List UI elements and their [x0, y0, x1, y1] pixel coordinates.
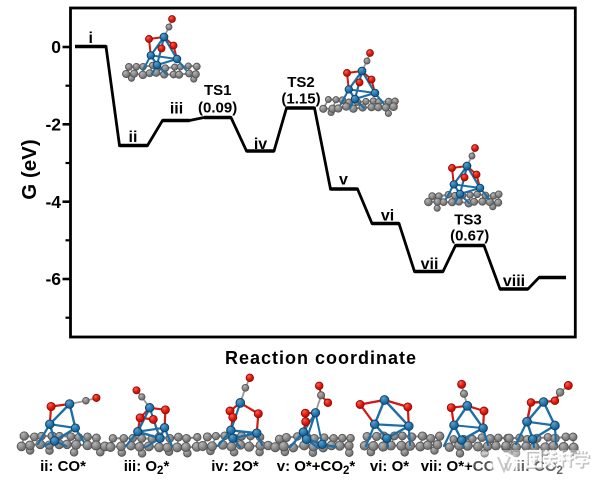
svg-text:iv: 2O*: iv: 2O* — [211, 458, 259, 475]
svg-text:(1.15): (1.15) — [281, 91, 320, 108]
svg-text:iii: iii — [170, 101, 183, 118]
svg-text:vi: O*: vi: O* — [370, 458, 409, 475]
svg-text:ii: ii — [129, 129, 138, 146]
svg-text:-2: -2 — [45, 115, 61, 135]
svg-text:viii: viii — [503, 273, 525, 290]
svg-text:-4: -4 — [45, 192, 61, 212]
svg-text:TS3: TS3 — [454, 212, 482, 229]
svg-text:Reaction coordinate: Reaction coordinate — [225, 348, 417, 368]
svg-text:(0.67): (0.67) — [450, 228, 489, 245]
svg-text:i: i — [88, 30, 92, 47]
svg-text:iv: iv — [254, 136, 267, 153]
svg-text:vi: vi — [381, 208, 394, 225]
svg-text:v: O*+CO2*: v: O*+CO2* — [277, 458, 356, 477]
svg-text:ii: CO*: ii: CO* — [40, 458, 86, 475]
svg-text:iii: O2*: iii: O2* — [124, 458, 170, 477]
svg-text:v: v — [339, 172, 348, 189]
svg-text:TS1: TS1 — [204, 82, 232, 99]
svg-text:0: 0 — [51, 37, 61, 57]
svg-text:vii: vii — [421, 256, 439, 273]
svg-text:TS2: TS2 — [287, 74, 315, 91]
svg-text:G (eV): G (eV) — [18, 139, 41, 199]
svg-text:(0.09): (0.09) — [198, 100, 237, 117]
svg-text:-6: -6 — [45, 269, 61, 289]
svg-text:vii: O*+CO: vii: O*+CO — [421, 458, 496, 475]
